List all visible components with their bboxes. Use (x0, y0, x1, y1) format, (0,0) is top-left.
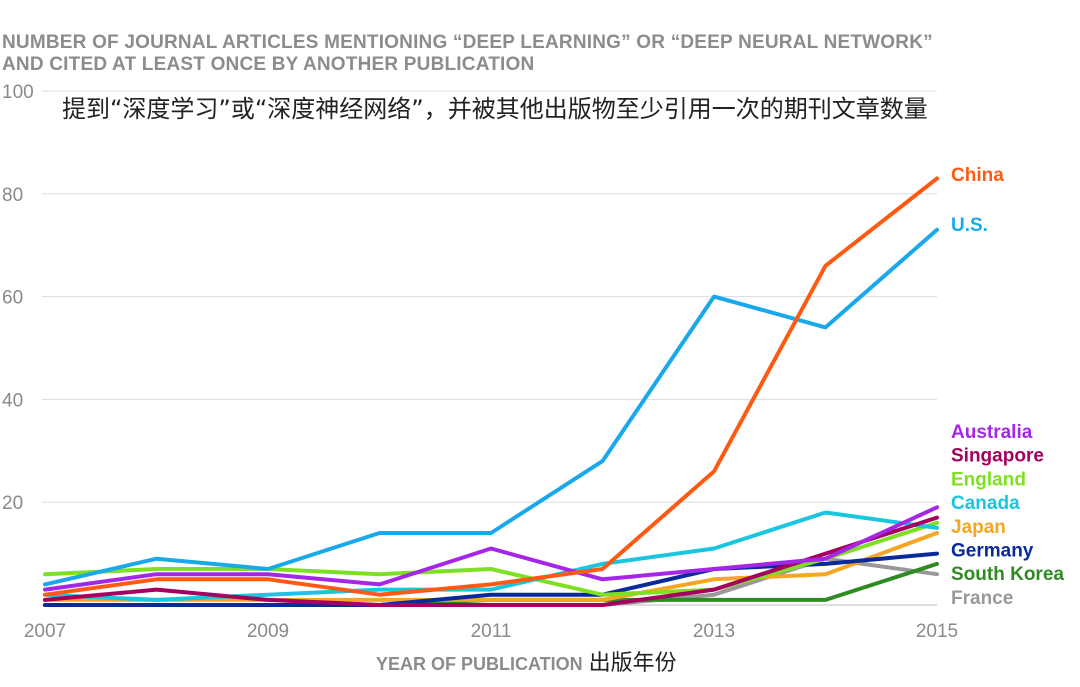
series-line-australia (43, 505, 939, 592)
legend-label-germany: Germany (951, 541, 1034, 562)
legend-label-australia: Australia (951, 422, 1033, 443)
y-tick-label: 60 (2, 288, 23, 309)
chart-title-line-1: NUMBER OF JOURNAL ARTICLES MENTIONING “D… (2, 32, 933, 53)
x-axis-ticks: 2007 2009 2011 2013 2015 (24, 621, 958, 642)
y-tick-label: 80 (2, 185, 23, 206)
legend-label-u-s: U.S. (951, 215, 988, 236)
series-line-canada (43, 510, 939, 602)
x-axis-label: YEAR OF PUBLICATION (376, 654, 583, 674)
x-tick-label: 2009 (247, 621, 289, 642)
y-tick-label: 40 (2, 390, 23, 411)
legend-label-south-korea: South Korea (951, 564, 1064, 585)
series-line-china (43, 176, 939, 597)
legend-label-canada: Canada (951, 493, 1020, 514)
series-line-singapore (43, 515, 939, 607)
x-tick-label: 2015 (916, 621, 958, 642)
x-axis-label-chinese: 出版年份 (588, 651, 677, 676)
y-axis-ticks: 20 40 60 80 100 (2, 82, 34, 514)
legend-label-england: England (951, 469, 1026, 490)
x-axis-title: YEAR OF PUBLICATION 出版年份 (376, 645, 677, 677)
series-line-u-s (43, 227, 939, 587)
y-tick-label: 20 (2, 493, 23, 514)
chart-title-line-2: AND CITED AT LEAST ONCE BY ANOTHER PUBLI… (2, 54, 535, 75)
x-tick-label: 2007 (24, 621, 66, 642)
chart-subtitle-chinese: 提到“深度学习”或“深度神经网络”，并被其他出版物至少引用一次的期刊文章数量 (62, 95, 928, 123)
x-tick-label: 2011 (471, 621, 512, 642)
legend-label-singapore: Singapore (951, 446, 1044, 467)
legend-label-france: France (951, 588, 1013, 609)
series-line-england (43, 520, 939, 597)
legend-label-japan: Japan (951, 517, 1006, 538)
x-tick-label: 2013 (693, 621, 735, 642)
legend-label-china: China (951, 165, 1004, 186)
chart-title: NUMBER OF JOURNAL ARTICLES MENTIONING “D… (2, 32, 933, 76)
series-lines (43, 176, 939, 607)
y-tick-label: 100 (2, 82, 34, 103)
gridlines (42, 90, 937, 606)
